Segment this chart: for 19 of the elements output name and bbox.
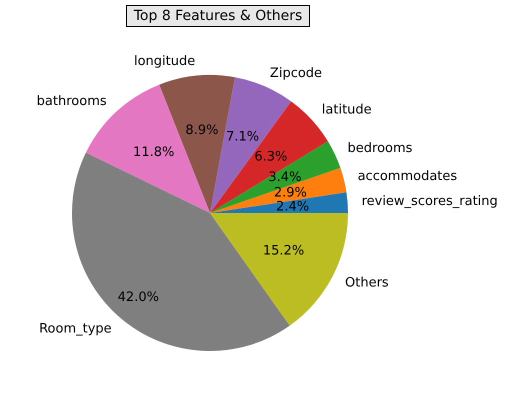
data-label: 11.8%	[133, 144, 174, 160]
slice-label: review_scores_rating	[362, 194, 498, 210]
chart-title: Top 8 Features & Others	[132, 8, 302, 24]
data-label: 2.9%	[274, 186, 307, 201]
slice-label: latitude	[322, 102, 372, 118]
slice-label: longitude	[134, 54, 196, 70]
slice-label: Room_type	[39, 321, 112, 336]
data-label: 15.2%	[262, 244, 304, 259]
data-label: 8.9%	[185, 123, 218, 138]
slice-label: bathrooms	[36, 94, 107, 110]
data-label: 7.1%	[226, 129, 260, 144]
slice-label: bedrooms	[348, 140, 413, 156]
data-label: 3.4%	[268, 170, 302, 186]
slice-label: Others	[344, 275, 389, 290]
slice-label: accommodates	[358, 169, 458, 184]
data-label: 42.0%	[118, 290, 159, 305]
slice-label: Zipcode	[270, 66, 322, 81]
data-label: 6.3%	[254, 149, 288, 164]
data-label: 2.4%	[276, 199, 310, 214]
